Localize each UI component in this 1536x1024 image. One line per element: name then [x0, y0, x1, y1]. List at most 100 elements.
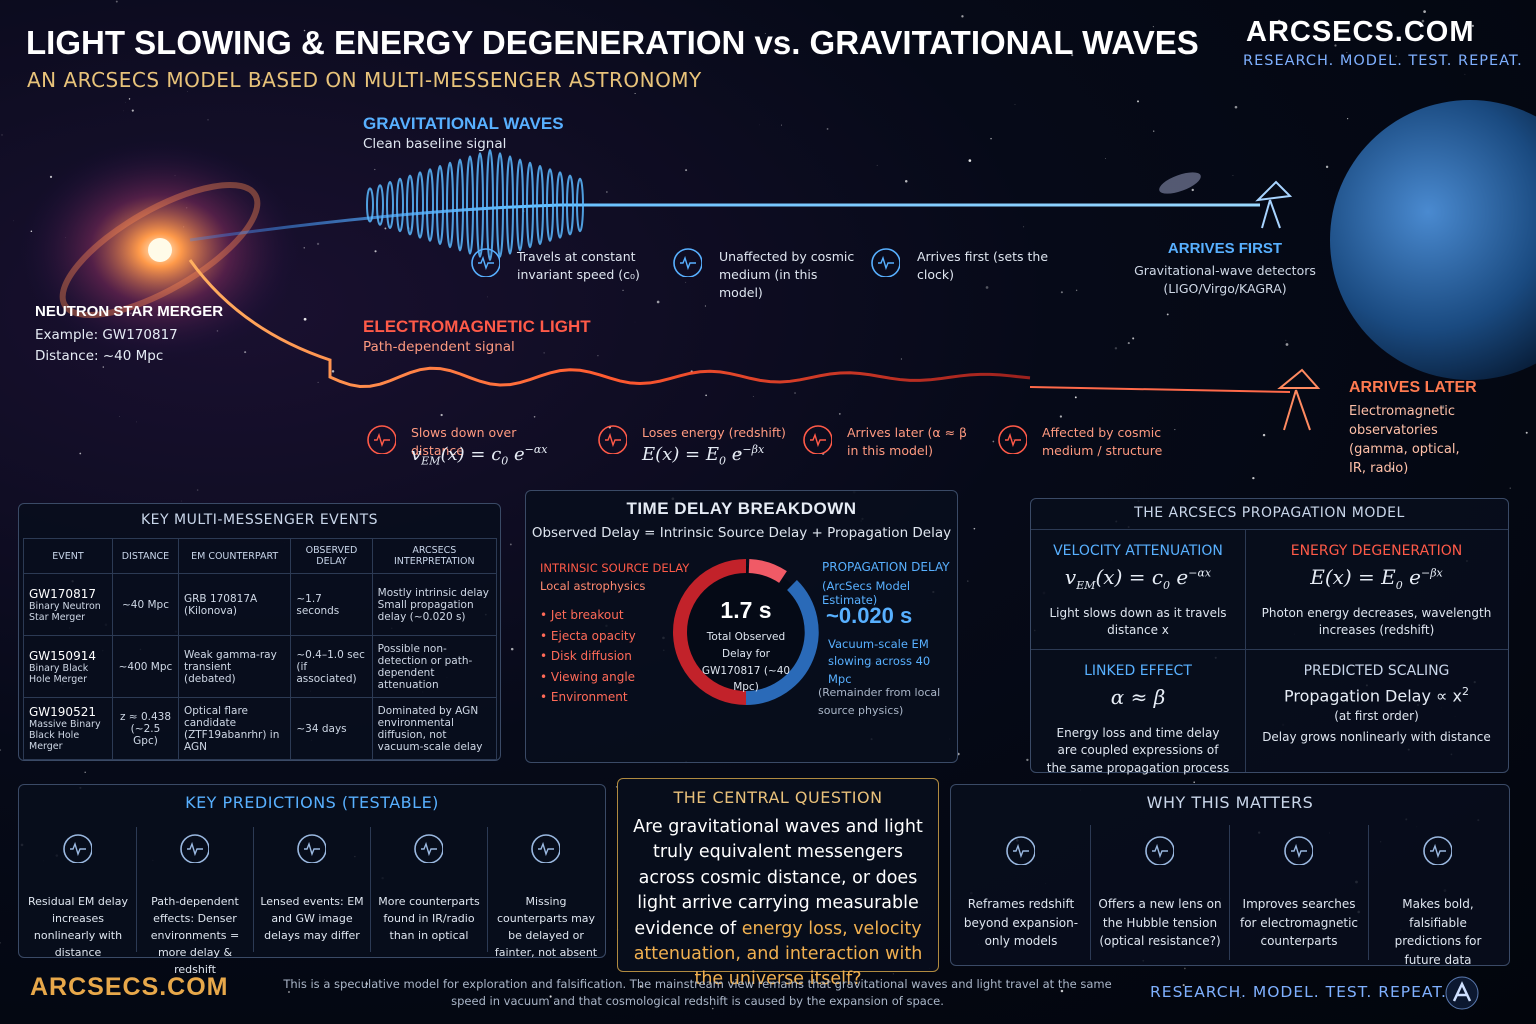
- events-table: EVENT DISTANCE EM COUNTERPART OBSERVED DELA…: [23, 538, 498, 760]
- decoration: [136, 421, 137, 423]
- prediction: More counterparts found in IR/radio than…: [378, 895, 480, 943]
- list-item: • Jet breakout: [540, 605, 636, 626]
- decoration: [1075, 289, 1078, 292]
- total-delay: 1.7 s: [720, 597, 772, 623]
- formula-part: 0: [1163, 579, 1171, 592]
- decoration: [549, 995, 552, 998]
- cell-note: (at first order): [1334, 709, 1419, 723]
- propagation-text: Vacuum-scale EM slowing across 40 Mpc: [828, 637, 931, 686]
- decoration: [0, 942, 1, 944]
- decoration: [737, 451, 740, 454]
- decoration: [70, 841, 86, 857]
- decoration: [237, 53, 239, 56]
- list-item: • Viewing angle: [540, 667, 636, 688]
- formula-part: 0: [501, 454, 509, 468]
- decoration: [1145, 836, 1174, 865]
- icon: [531, 834, 560, 863]
- decoration: [414, 834, 443, 863]
- formula-part: Propagation Delay ∝ x: [1284, 686, 1462, 706]
- list-item: • Ejecta opacity: [540, 626, 636, 647]
- bullet: •: [540, 628, 551, 643]
- arrival-em-title: ARRIVES LATER: [1349, 379, 1477, 396]
- decoration: [304, 841, 320, 857]
- decoration: [1277, 19, 1281, 23]
- decoration: [471, 248, 500, 277]
- decoration: [546, 168, 554, 242]
- decoration: [1525, 431, 1528, 434]
- propagation-subtitle: (ArcSecs Model Estimate): [822, 579, 911, 607]
- total-delay-label: Total Observed Delay for GW170817 (~40 M…: [701, 631, 791, 694]
- why-panel: WHY THIS MATTERS Reframes redshift beyon…: [950, 784, 1510, 967]
- decoration: [1255, 180, 1293, 202]
- table-cell: ~1.7 seconds: [290, 573, 373, 636]
- decoration: [1193, 781, 1195, 783]
- formula-part: e: [1170, 565, 1189, 589]
- decoration: [244, 351, 247, 354]
- decoration: [1166, 313, 1169, 316]
- divider: [1368, 825, 1369, 960]
- table-cell: GW170817 Binary Neutron Star Merger: [23, 573, 113, 636]
- prediction: Path-dependent effects: Denser environme…: [150, 895, 240, 977]
- decoration: [1232, 175, 1234, 176]
- em-subtitle: Path-dependent signal: [363, 339, 515, 355]
- decoration: [566, 174, 574, 236]
- decoration: [548, 80, 551, 82]
- panel-title: KEY MULTI-MESSENGER EVENTS: [140, 512, 379, 528]
- decoration: [1136, 100, 1140, 103]
- decoration: [261, 79, 263, 81]
- decoration: [961, 15, 964, 18]
- decoration: [1060, 291, 1063, 294]
- gw-feature: Travels at constant invariant speed (c₀): [517, 249, 640, 283]
- table-cell: Mostly intrinsic delay Small propagation…: [371, 573, 498, 636]
- decoration: [745, 580, 819, 705]
- formula-part: −αx: [1188, 566, 1212, 580]
- decoration: [780, 124, 782, 126]
- cell-text: Photon energy decreases, wavelength incr…: [1261, 606, 1492, 638]
- decoration: [826, 128, 829, 130]
- em-feature: Slows down over distance: [411, 425, 517, 459]
- intrinsic-subtitle: Local astrophysics: [540, 579, 646, 593]
- decoration: [506, 155, 514, 255]
- arrival-gw-title: ARRIVES FIRST: [1167, 240, 1283, 257]
- bullet: •: [540, 608, 551, 622]
- item-text: Disk diffusion: [550, 649, 632, 663]
- formula-part: 2: [1462, 685, 1469, 698]
- decoration: [188, 259, 1031, 388]
- decoration: [794, 392, 796, 394]
- event-name: GW170817: [29, 586, 96, 601]
- prediction: Lensed events: EM and GW image delays ma…: [260, 895, 364, 943]
- prediction: Missing counterparts may be delayed or f…: [494, 895, 598, 960]
- propagation-title: PROPAGATION DELAY: [822, 560, 950, 574]
- decoration: [374, 250, 377, 253]
- decoration: [1284, 836, 1313, 865]
- event-kind: Binary Neutron Star Merger: [29, 600, 101, 623]
- header-row: EVENT DISTANCE EM COUNTERPART OBSERVED DELA…: [23, 538, 498, 574]
- cell-text: Delay grows nonlinearly with distance: [1262, 730, 1491, 744]
- icon: [414, 834, 443, 863]
- decoration: [79, 452, 82, 455]
- decoration: [1174, 429, 1176, 431]
- decoration: [1253, 247, 1256, 249]
- decoration: [386, 181, 394, 229]
- column-header: EM COUNTERPART: [177, 538, 292, 574]
- decoration: [1423, 10, 1426, 13]
- decoration: [1334, 44, 1337, 47]
- decoration: [288, 991, 290, 993]
- decoration: [1252, 476, 1255, 480]
- decoration: [1391, 382, 1393, 384]
- decoration: [1152, 843, 1168, 859]
- formula-part: v: [1064, 565, 1077, 589]
- decoration: [1509, 487, 1511, 489]
- formula-part: 0: [719, 454, 727, 468]
- decoration: [673, 559, 747, 705]
- decoration: [303, 29, 306, 32]
- table-row: GW170817 Binary Neutron Star Merger ~40 Mp…: [23, 573, 498, 636]
- decoration: [187, 91, 188, 92]
- icon: [803, 425, 832, 454]
- decoration: [436, 165, 444, 245]
- decoration: [1114, 347, 1118, 350]
- decoration: [509, 543, 512, 546]
- decoration: [752, 396, 754, 397]
- table-cell: Weak gamma-ray transient (debated): [177, 635, 292, 698]
- decoration: [526, 161, 534, 249]
